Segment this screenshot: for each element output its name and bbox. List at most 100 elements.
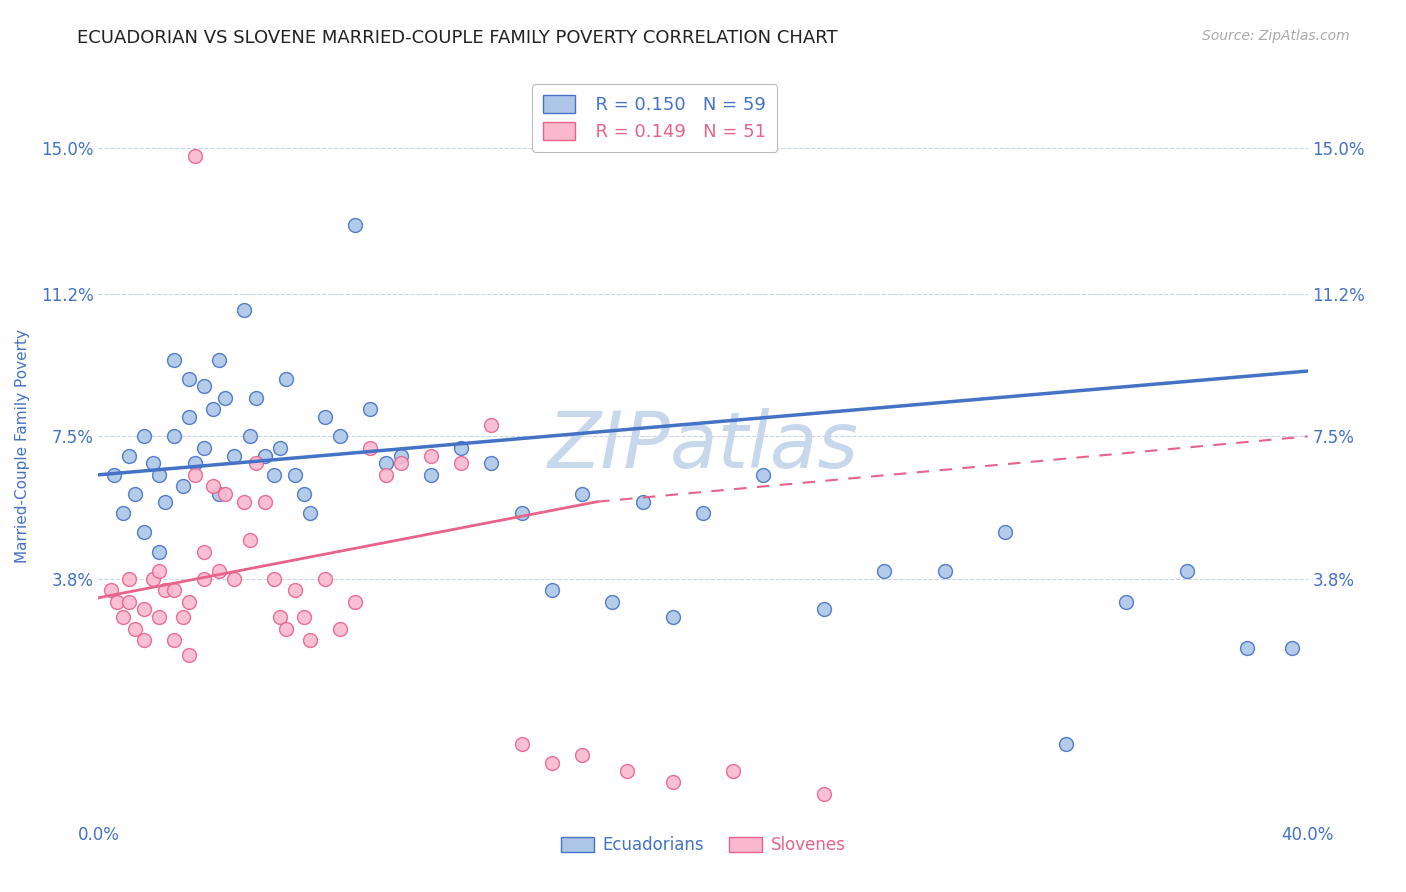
Point <box>450 456 472 470</box>
Point <box>153 494 176 508</box>
Point <box>103 467 125 482</box>
Point <box>208 352 231 367</box>
Point <box>571 748 593 763</box>
Point <box>179 594 201 608</box>
Point <box>172 479 194 493</box>
Point <box>208 564 231 578</box>
Text: ECUADORIAN VS SLOVENE MARRIED-COUPLE FAMILY POVERTY CORRELATION CHART: ECUADORIAN VS SLOVENE MARRIED-COUPLE FAM… <box>77 29 838 47</box>
Point <box>148 610 170 624</box>
Point <box>124 487 146 501</box>
Point <box>510 506 533 520</box>
Point <box>193 441 215 455</box>
Point <box>132 525 155 540</box>
Point <box>314 572 336 586</box>
Point <box>193 572 215 586</box>
Point <box>389 456 412 470</box>
Point <box>124 622 146 636</box>
Point <box>274 372 297 386</box>
Point <box>148 467 170 482</box>
Point <box>163 429 186 443</box>
Point <box>163 352 186 367</box>
Point <box>389 449 412 463</box>
Point <box>540 756 562 770</box>
Point <box>245 391 267 405</box>
Point <box>1115 594 1137 608</box>
Point <box>274 622 297 636</box>
Point <box>481 456 503 470</box>
Point <box>184 456 207 470</box>
Point <box>184 467 207 482</box>
Point <box>179 648 201 663</box>
Point <box>661 775 683 789</box>
Point <box>813 787 835 801</box>
Point <box>111 610 134 624</box>
Point <box>1236 640 1258 655</box>
Point <box>172 610 194 624</box>
Point <box>132 602 155 616</box>
Point <box>132 633 155 648</box>
Point <box>1054 737 1077 751</box>
Point <box>360 441 382 455</box>
Point <box>284 583 307 598</box>
Point <box>239 533 262 548</box>
Point <box>245 456 267 470</box>
Text: Source: ZipAtlas.com: Source: ZipAtlas.com <box>1202 29 1350 44</box>
Point <box>118 449 141 463</box>
Point <box>374 467 396 482</box>
Point <box>994 525 1017 540</box>
Point <box>232 494 254 508</box>
Point <box>202 402 225 417</box>
Point <box>179 410 201 425</box>
Point <box>723 764 745 778</box>
Point <box>1281 640 1303 655</box>
Point <box>253 449 276 463</box>
Point <box>193 544 215 558</box>
Point <box>118 572 141 586</box>
Point <box>193 379 215 393</box>
Point <box>420 449 443 463</box>
Point <box>813 602 835 616</box>
Point <box>299 506 322 520</box>
Point <box>118 594 141 608</box>
Point <box>253 494 276 508</box>
Point <box>132 429 155 443</box>
Point <box>934 564 956 578</box>
Point <box>292 610 315 624</box>
Point <box>214 487 236 501</box>
Point <box>239 429 262 443</box>
Point <box>184 149 207 163</box>
Point <box>269 610 291 624</box>
Point <box>329 429 352 443</box>
Point <box>224 572 246 586</box>
Point <box>202 479 225 493</box>
Point <box>540 583 562 598</box>
Point <box>269 441 291 455</box>
Point <box>571 487 593 501</box>
Point <box>752 467 775 482</box>
Point <box>148 544 170 558</box>
Point <box>292 487 315 501</box>
Point <box>224 449 246 463</box>
Point <box>299 633 322 648</box>
Point <box>214 391 236 405</box>
Point <box>314 410 336 425</box>
Point <box>1175 564 1198 578</box>
Point <box>374 456 396 470</box>
Point <box>329 622 352 636</box>
Point <box>873 564 896 578</box>
Y-axis label: Married-Couple Family Poverty: Married-Couple Family Poverty <box>14 329 30 563</box>
Point <box>692 506 714 520</box>
Point <box>148 564 170 578</box>
Point <box>360 402 382 417</box>
Point <box>420 467 443 482</box>
Point <box>631 494 654 508</box>
Point <box>510 737 533 751</box>
Point <box>111 506 134 520</box>
Point <box>661 610 683 624</box>
Point <box>105 594 128 608</box>
Point <box>232 302 254 317</box>
Point <box>344 594 367 608</box>
Point <box>450 441 472 455</box>
Text: ZIPatlas: ZIPatlas <box>547 408 859 484</box>
Point <box>163 583 186 598</box>
